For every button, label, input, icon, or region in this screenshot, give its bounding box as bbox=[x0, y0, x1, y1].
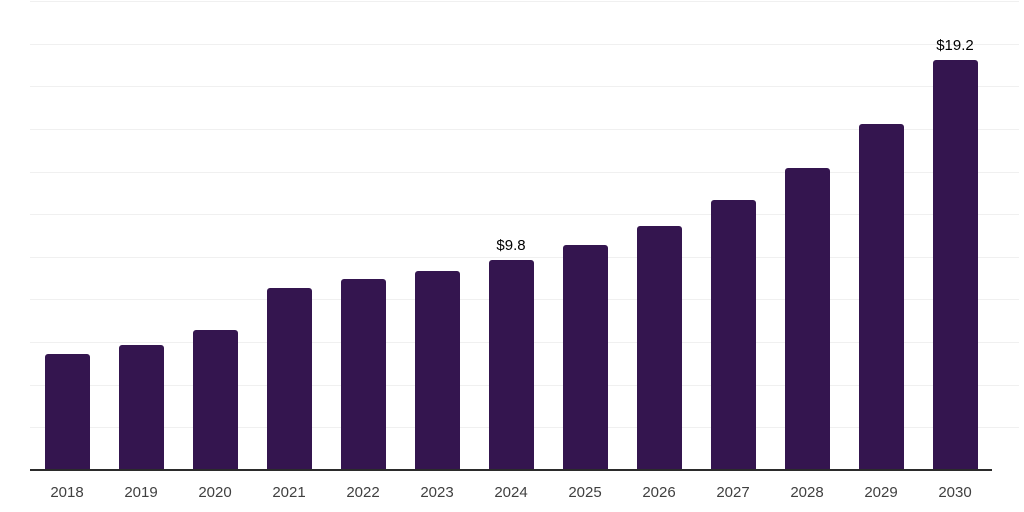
bar bbox=[932, 59, 978, 469]
gridline bbox=[30, 86, 1019, 88]
bar bbox=[784, 168, 830, 469]
x-axis-line bbox=[30, 469, 992, 471]
bar bbox=[636, 225, 682, 469]
x-tick-label: 2018 bbox=[50, 484, 84, 501]
bar bbox=[562, 245, 608, 469]
gridline bbox=[30, 256, 1019, 258]
gridline bbox=[30, 128, 1019, 130]
x-tick-label: 2026 bbox=[642, 484, 676, 501]
x-tick-label: 2020 bbox=[198, 484, 232, 501]
bar bbox=[488, 260, 534, 469]
plot-area: $9.8 $19.2 bbox=[30, 0, 992, 469]
gridline bbox=[30, 214, 1019, 216]
x-tick-label: 2021 bbox=[272, 484, 306, 501]
bar bbox=[118, 345, 164, 469]
x-tick-label: 2028 bbox=[790, 484, 824, 501]
bar bbox=[192, 330, 238, 469]
x-tick-label: 2029 bbox=[864, 484, 898, 501]
x-tick-label: 2025 bbox=[568, 484, 602, 501]
x-tick-label: 2024 bbox=[494, 484, 528, 501]
bar bbox=[858, 123, 904, 469]
bar bbox=[266, 287, 312, 469]
x-tick-label: 2022 bbox=[346, 484, 380, 501]
gridline bbox=[30, 1, 1019, 2]
bar-value-label: $9.8 bbox=[496, 237, 526, 255]
bar bbox=[710, 200, 756, 469]
bar bbox=[340, 279, 386, 469]
x-tick-label: 2019 bbox=[124, 484, 158, 501]
x-tick-label: 2030 bbox=[938, 484, 972, 501]
bar bbox=[414, 270, 460, 469]
bar bbox=[44, 353, 90, 469]
x-tick-label: 2027 bbox=[716, 484, 750, 501]
gridline bbox=[30, 171, 1019, 173]
x-tick-label: 2023 bbox=[420, 484, 454, 501]
x-axis-labels: 2018 2019 2020 2021 2022 2023 2024 2025 2026 2027… bbox=[30, 484, 992, 504]
gridline bbox=[30, 43, 1019, 45]
bar-value-label: $19.2 bbox=[936, 36, 974, 54]
